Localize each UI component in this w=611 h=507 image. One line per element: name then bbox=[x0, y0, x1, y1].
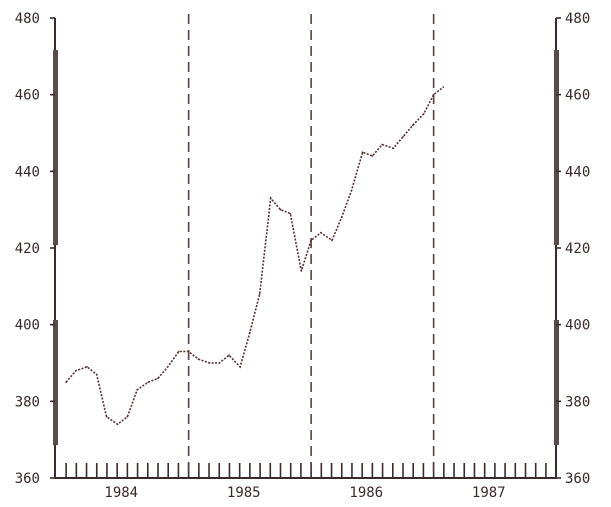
data-point bbox=[371, 155, 374, 157]
data-point bbox=[147, 381, 149, 383]
right-axis-bar-upper bbox=[554, 50, 559, 245]
right-axis-bar-lower bbox=[554, 320, 559, 445]
left-tick-labels: 480 460 440 420 400 380 360 bbox=[15, 11, 55, 487]
data-point bbox=[126, 415, 129, 418]
data-point bbox=[258, 293, 261, 295]
right-y-tick-label: 460 bbox=[565, 88, 590, 104]
data-point bbox=[157, 377, 159, 380]
data-point bbox=[218, 362, 221, 364]
data-point bbox=[442, 86, 445, 88]
data-point bbox=[361, 151, 364, 153]
minor-ticks bbox=[65, 463, 547, 478]
left-y-tick-label: 460 bbox=[15, 88, 40, 104]
data-point bbox=[279, 208, 282, 211]
x-tick-label: 1987 bbox=[472, 485, 506, 501]
x-tick-label: 1985 bbox=[227, 485, 261, 501]
data-point bbox=[136, 389, 138, 391]
data-point bbox=[310, 239, 312, 242]
left-y-tick-label: 400 bbox=[15, 318, 40, 334]
data-point bbox=[423, 113, 425, 115]
data-point bbox=[208, 362, 211, 364]
right-y-tick-label: 380 bbox=[565, 394, 590, 410]
data-point bbox=[239, 366, 241, 368]
data-point bbox=[187, 350, 190, 353]
left-axis-bar-lower bbox=[53, 320, 58, 445]
left-y-tick-label: 440 bbox=[15, 164, 40, 180]
series-line bbox=[65, 86, 444, 426]
data-point bbox=[350, 189, 353, 192]
left-axis-bar-upper bbox=[53, 50, 58, 245]
left-y-tick-label: 420 bbox=[15, 241, 40, 257]
x-tick-labels: 1984 1985 1986 1987 bbox=[104, 485, 505, 501]
data-point bbox=[65, 381, 67, 383]
data-point bbox=[167, 366, 169, 368]
data-point bbox=[86, 366, 88, 368]
right-y-tick-label: 440 bbox=[565, 164, 590, 180]
data-point bbox=[95, 373, 98, 376]
right-tick-labels: 480 460 440 420 400 380 360 bbox=[556, 11, 590, 487]
data-point bbox=[320, 231, 322, 234]
data-point bbox=[289, 212, 292, 215]
data-point bbox=[249, 331, 251, 334]
data-point bbox=[105, 415, 108, 418]
data-point bbox=[228, 354, 230, 357]
data-point bbox=[340, 216, 343, 219]
series-points bbox=[65, 86, 445, 426]
data-point bbox=[116, 423, 119, 426]
x-tick-label: 1984 bbox=[104, 485, 138, 501]
vertical-dashed-lines bbox=[187, 14, 435, 478]
data-point bbox=[402, 136, 404, 138]
data-point bbox=[381, 143, 383, 146]
data-point bbox=[392, 147, 395, 150]
right-y-tick-label: 400 bbox=[565, 318, 590, 334]
data-point bbox=[300, 270, 303, 272]
data-point bbox=[269, 197, 272, 199]
data-point bbox=[432, 93, 435, 96]
left-y-tick-label: 380 bbox=[15, 394, 40, 410]
left-y-tick-label: 480 bbox=[15, 11, 40, 27]
data-point bbox=[75, 369, 77, 372]
data-point bbox=[331, 239, 333, 242]
right-y-tick-label: 360 bbox=[565, 471, 590, 487]
data-point bbox=[412, 124, 414, 127]
data-point bbox=[178, 350, 180, 353]
left-y-tick-label: 360 bbox=[15, 471, 40, 487]
x-tick-label: 1986 bbox=[349, 485, 383, 501]
right-y-tick-label: 480 bbox=[565, 11, 590, 27]
right-y-tick-label: 420 bbox=[565, 241, 590, 257]
data-point bbox=[197, 358, 200, 360]
